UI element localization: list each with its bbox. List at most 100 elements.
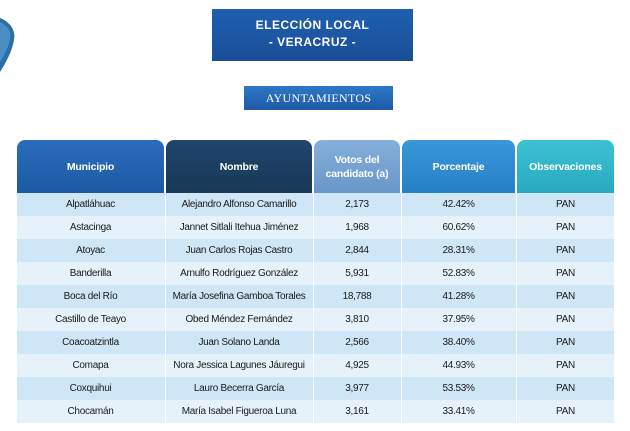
column-divider: [165, 400, 166, 423]
column-divider: [165, 354, 166, 377]
cell-municipio: Boca del Río: [63, 291, 118, 302]
column-divider: [313, 262, 314, 285]
cell-nombre: María Josefina Gamboa Torales: [172, 291, 306, 302]
column-divider: [401, 239, 402, 262]
cell-nombre: Juan Solano Landa: [198, 337, 280, 348]
column-divider: [516, 239, 517, 262]
cell-nombre: Arnulfo Rodríguez González: [180, 268, 298, 279]
table-row: Castillo de Teayo Obed Méndez Fernández 3,…: [17, 308, 614, 331]
column-divider: [165, 331, 166, 354]
cell-porcentaje: 33.41%: [442, 406, 475, 417]
column-divider: [516, 262, 517, 285]
cell-votos: 2,844: [345, 245, 369, 256]
column-divider: [313, 308, 314, 331]
cell-municipio: Castillo de Teayo: [55, 314, 126, 325]
header-votos: Votos del candidato (a): [314, 140, 400, 193]
cell-observaciones: PAN: [556, 406, 575, 417]
column-divider: [401, 354, 402, 377]
column-divider: [401, 400, 402, 423]
column-divider: [165, 377, 166, 400]
cell-nombre: Lauro Becerra García: [193, 383, 285, 394]
cell-porcentaje: 37.95%: [442, 314, 475, 325]
table-row: Coxquihui Lauro Becerra García 3,977 53.53%…: [17, 377, 614, 400]
cell-porcentaje: 52.83%: [442, 268, 475, 279]
cell-votos: 3,161: [345, 406, 369, 417]
column-divider: [313, 285, 314, 308]
table-row: Astacinga Jannet Sitlali Itehua Jiménez 1,…: [17, 216, 614, 239]
cell-porcentaje: 44.93%: [442, 360, 475, 371]
column-divider: [401, 331, 402, 354]
column-divider: [165, 216, 166, 239]
cell-observaciones: PAN: [556, 222, 575, 233]
column-divider: [516, 216, 517, 239]
table-row: Alpatláhuac Alejandro Alfonso Camarillo 2,…: [17, 193, 614, 216]
cell-observaciones: PAN: [556, 383, 575, 394]
decorative-corner-shape: [0, 18, 15, 72]
cell-porcentaje: 28.31%: [442, 245, 475, 256]
column-divider: [313, 331, 314, 354]
cell-votos: 3,977: [345, 383, 369, 394]
column-divider: [401, 193, 402, 216]
cell-porcentaje: 42.42%: [442, 199, 475, 210]
cell-observaciones: PAN: [556, 314, 575, 325]
cell-municipio: Banderilla: [69, 268, 112, 279]
cell-municipio: Coxquihui: [69, 383, 112, 394]
cell-votos: 2,173: [345, 199, 369, 210]
cell-observaciones: PAN: [556, 268, 575, 279]
cell-municipio: Atoyac: [76, 245, 105, 256]
table-row: Atoyac Juan Carlos Rojas Castro 2,844 28.31…: [17, 239, 614, 262]
table-row: Coacoatzintla Juan Solano Landa 2,566 38.40…: [17, 331, 614, 354]
cell-nombre: Juan Carlos Rojas Castro: [185, 245, 293, 256]
table-row: Boca del Río María Josefina Gamboa Torale…: [17, 285, 614, 308]
title-line-1: ELECCIÓN LOCAL: [255, 18, 370, 32]
column-divider: [165, 262, 166, 285]
column-divider: [516, 308, 517, 331]
column-divider: [516, 193, 517, 216]
election-title-banner: ELECCIÓN LOCAL - VERACRUZ -: [212, 9, 413, 61]
column-divider: [401, 377, 402, 400]
column-divider: [401, 262, 402, 285]
cell-observaciones: PAN: [556, 291, 575, 302]
column-divider: [313, 239, 314, 262]
column-divider: [401, 285, 402, 308]
title-line-2: - VERACRUZ -: [268, 35, 357, 49]
cell-porcentaje: 60.62%: [442, 222, 475, 233]
column-divider: [401, 216, 402, 239]
column-divider: [516, 354, 517, 377]
cell-municipio: Chocamán: [67, 406, 114, 417]
column-divider: [313, 400, 314, 423]
column-divider: [313, 377, 314, 400]
cell-observaciones: PAN: [556, 199, 575, 210]
cell-votos: 1,968: [345, 222, 369, 233]
column-divider: [516, 285, 517, 308]
cell-votos: 2,566: [345, 337, 369, 348]
results-table: Municipio Nombre Votos del candidato (a)…: [17, 140, 614, 423]
header-nombre: Nombre: [166, 140, 312, 193]
column-divider: [516, 377, 517, 400]
cell-porcentaje: 38.40%: [442, 337, 475, 348]
cell-municipio: Coacoatzintla: [62, 337, 119, 348]
cell-municipio: Alpatláhuac: [66, 199, 115, 210]
table-row: Banderilla Arnulfo Rodríguez González 5,93…: [17, 262, 614, 285]
cell-nombre: María Isabel Figueroa Luna: [181, 406, 297, 417]
cell-observaciones: PAN: [556, 245, 575, 256]
column-divider: [165, 308, 166, 331]
cell-municipio: Astacinga: [69, 222, 112, 233]
table-body: Alpatláhuac Alejandro Alfonso Camarillo 2,…: [17, 193, 614, 423]
column-divider: [165, 193, 166, 216]
column-divider: [165, 239, 166, 262]
column-divider: [401, 308, 402, 331]
cell-votos: 4,925: [345, 360, 369, 371]
column-divider: [313, 354, 314, 377]
header-municipio: Municipio: [17, 140, 164, 193]
table-header: Municipio Nombre Votos del candidato (a)…: [17, 140, 614, 193]
cell-nombre: Alejandro Alfonso Camarillo: [181, 199, 297, 210]
header-observaciones: Observaciones: [517, 140, 614, 193]
cell-porcentaje: 53.53%: [442, 383, 475, 394]
column-divider: [313, 193, 314, 216]
section-label: AYUNTAMIENTOS: [244, 86, 393, 110]
header-porcentaje: Porcentaje: [402, 140, 515, 193]
cell-observaciones: PAN: [556, 337, 575, 348]
column-divider: [516, 400, 517, 423]
table-row: Comapa Nora Jessica Lagunes Jáuregui 4,925…: [17, 354, 614, 377]
